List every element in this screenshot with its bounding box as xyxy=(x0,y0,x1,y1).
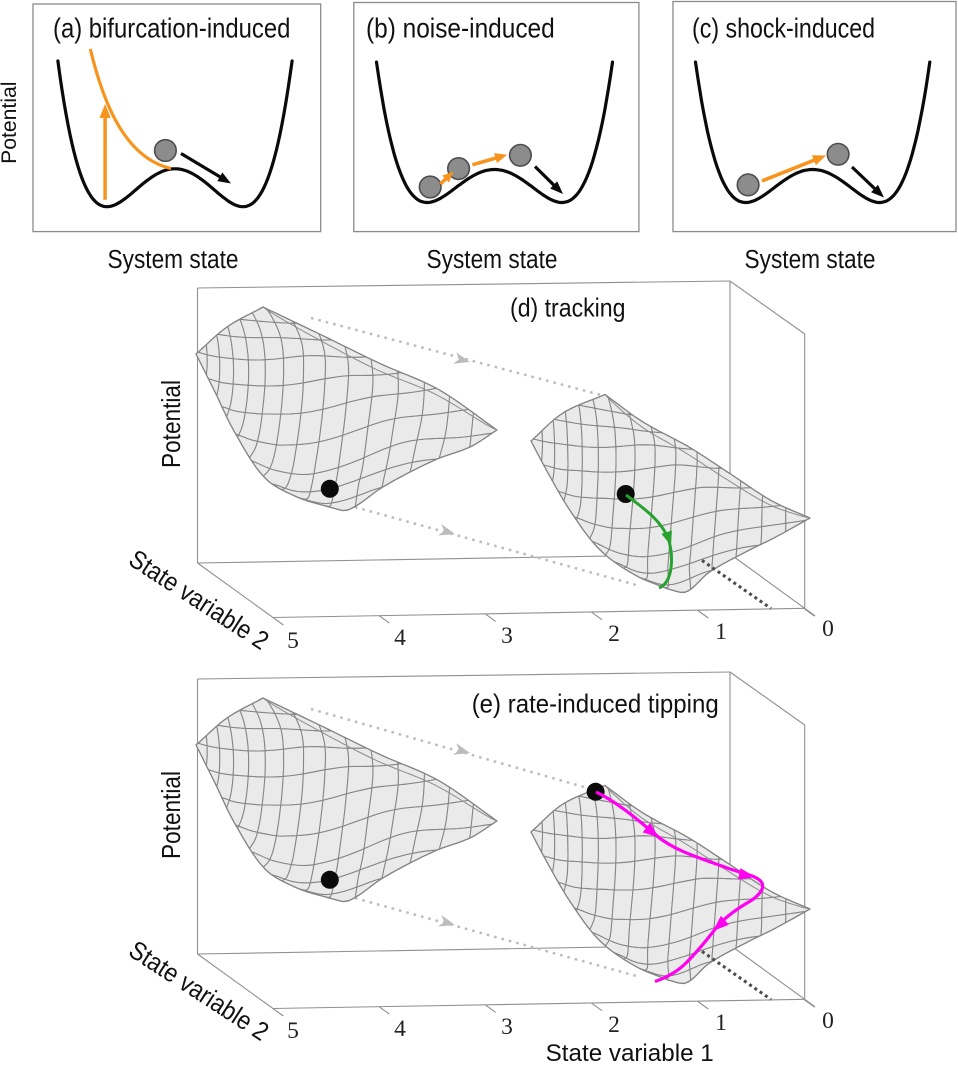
svg-text:(a) bifurcation-induced: (a) bifurcation-induced xyxy=(53,13,290,44)
svg-text:Potential: Potential xyxy=(0,81,21,163)
svg-text:Potential: Potential xyxy=(156,380,186,468)
svg-text:(d) tracking: (d) tracking xyxy=(510,293,626,323)
svg-text:Potential: Potential xyxy=(156,771,186,859)
svg-text:2: 2 xyxy=(608,621,620,647)
svg-text:(e) rate-induced tipping: (e) rate-induced tipping xyxy=(472,689,719,719)
svg-text:4: 4 xyxy=(394,625,406,651)
svg-text:1: 1 xyxy=(715,1010,727,1036)
svg-text:0: 0 xyxy=(822,616,834,642)
svg-text:(b) noise-induced: (b) noise-induced xyxy=(366,13,555,44)
svg-text:4: 4 xyxy=(394,1016,406,1042)
svg-text:5: 5 xyxy=(287,1018,299,1044)
svg-text:State variable 1: State variable 1 xyxy=(546,1040,714,1065)
svg-text:0: 0 xyxy=(822,1008,834,1034)
svg-text:System state: System state xyxy=(427,246,558,274)
svg-text:5: 5 xyxy=(287,628,299,654)
svg-text:System state: System state xyxy=(745,246,876,274)
svg-text:(c) shock-induced: (c) shock-induced xyxy=(692,13,875,44)
svg-text:3: 3 xyxy=(501,623,513,649)
svg-text:1: 1 xyxy=(715,619,727,645)
svg-text:3: 3 xyxy=(501,1014,513,1040)
svg-text:2: 2 xyxy=(608,1012,620,1038)
svg-text:System state: System state xyxy=(108,246,239,274)
